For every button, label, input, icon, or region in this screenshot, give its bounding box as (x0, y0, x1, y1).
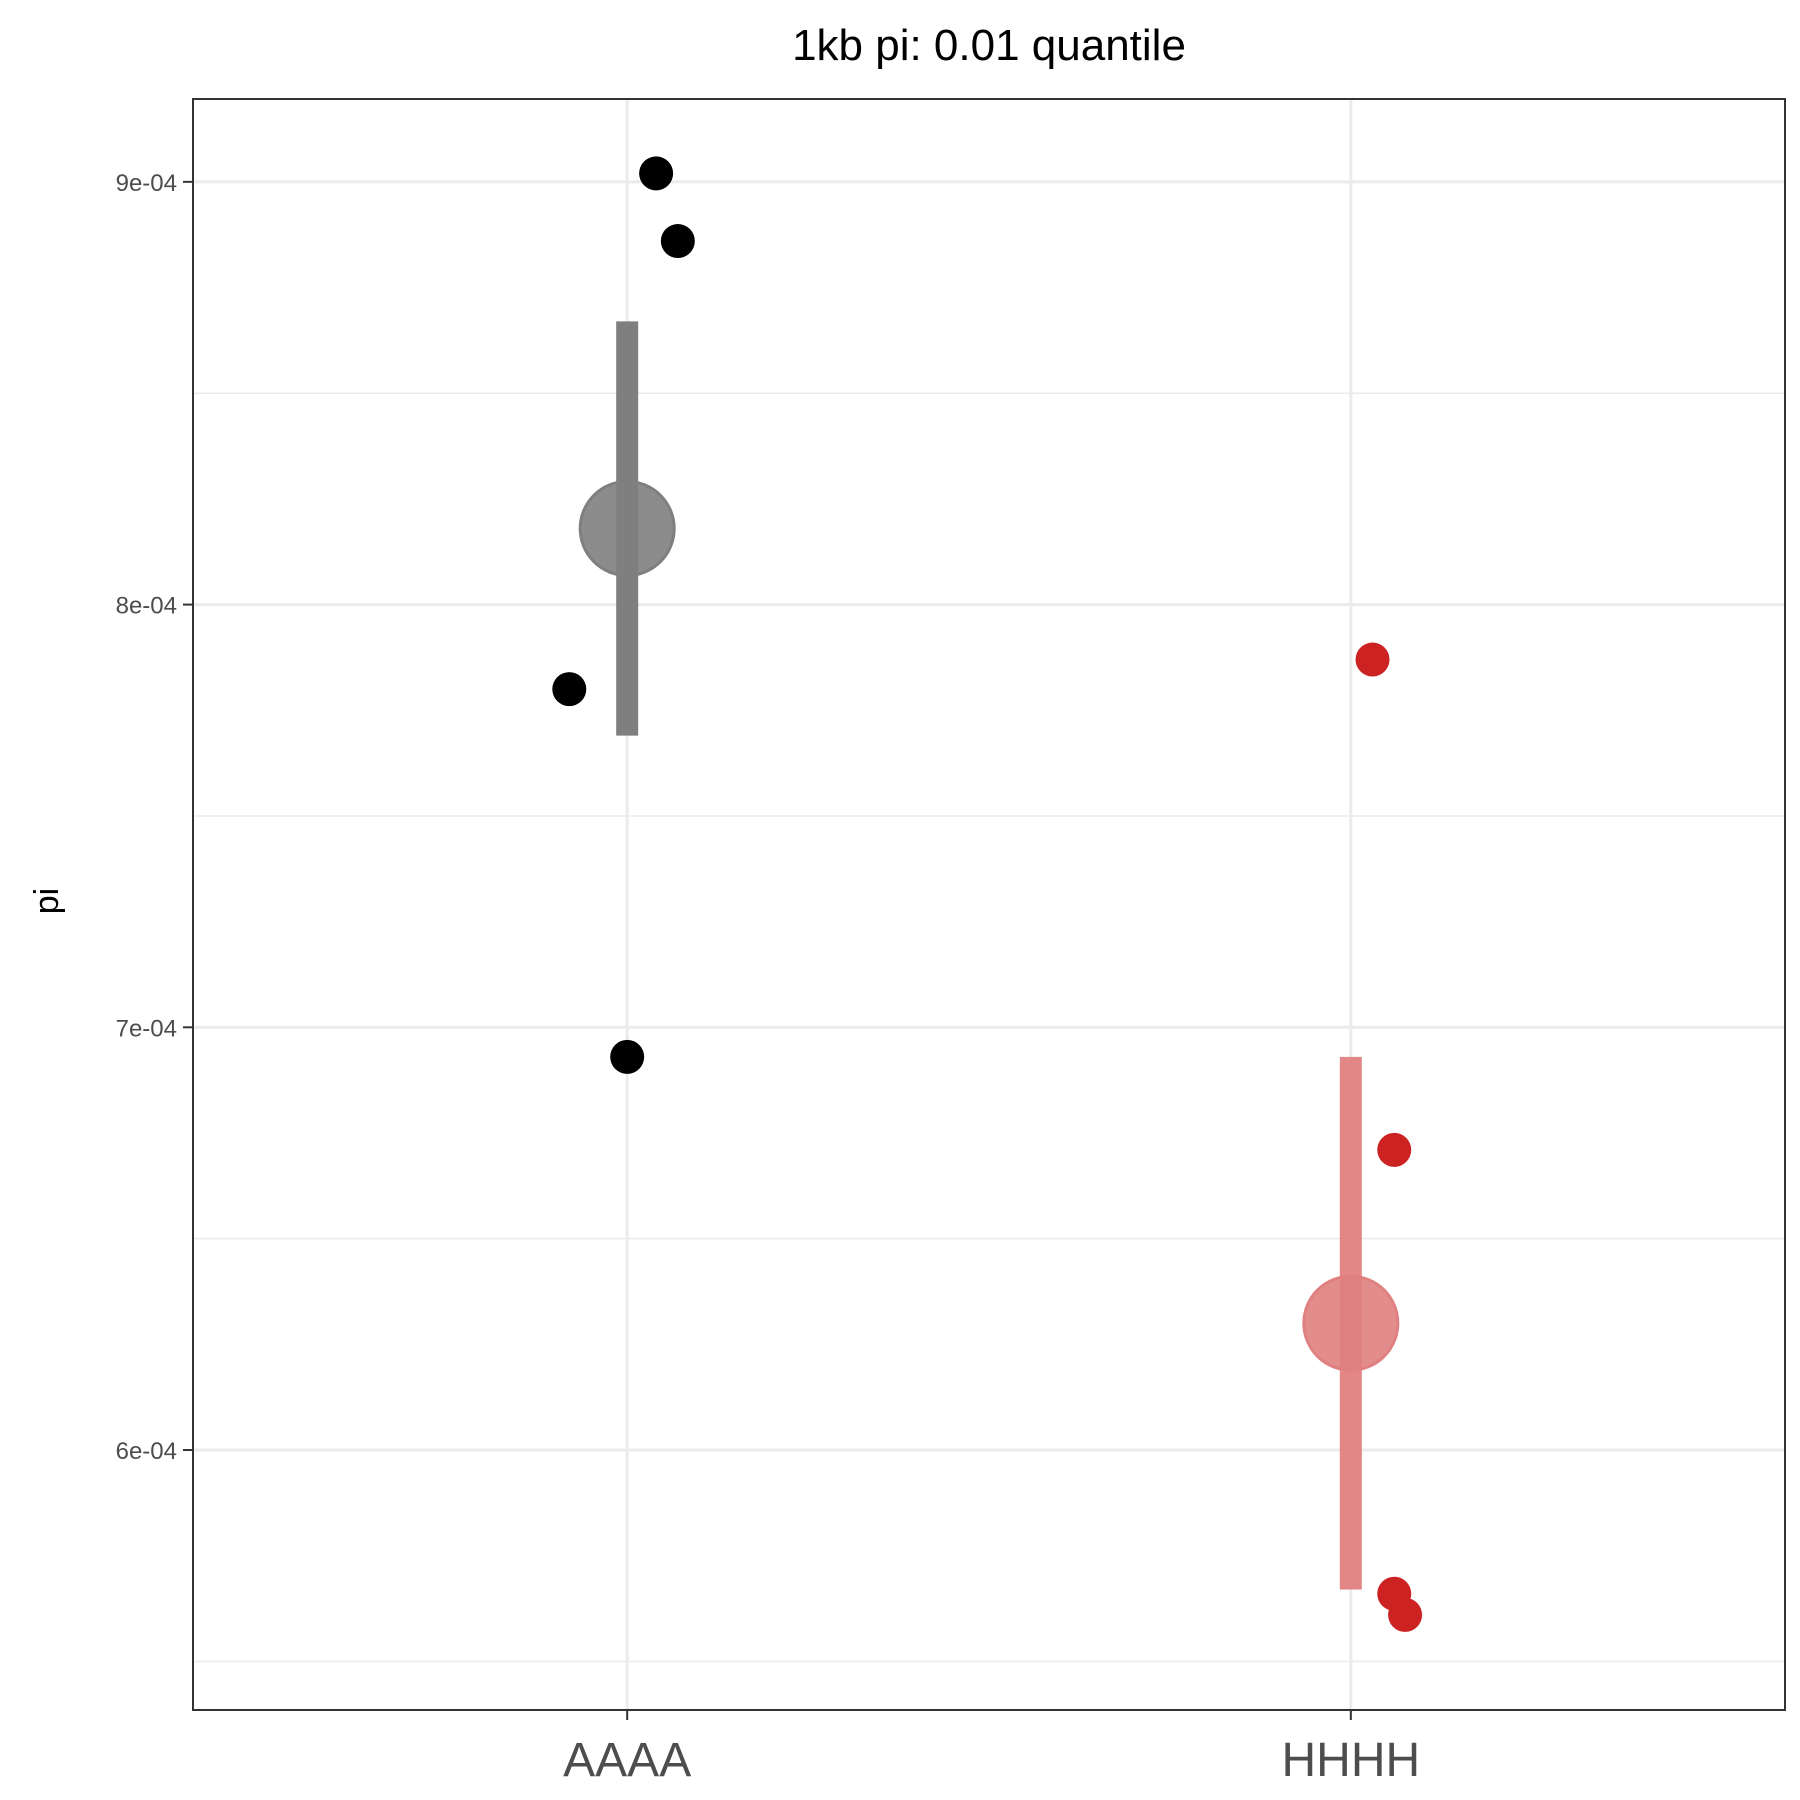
data-point-aaaa (552, 672, 587, 707)
y-axis-label: pi (28, 888, 66, 914)
plot-panel-border (192, 98, 1786, 1711)
chart-title: 1kb pi: 0.01 quantile (792, 21, 1186, 70)
data-point-hhhh (1355, 642, 1390, 677)
data-point-aaaa (610, 1039, 645, 1074)
y-tick-label: 8e-04 (116, 593, 177, 620)
y-tick-label: 6e-04 (116, 1438, 177, 1465)
data-point-aaaa (639, 156, 674, 191)
plot-area: 6e-04 7e-04 8e-04 9e-04 AAAA HHHH (116, 98, 1786, 1787)
y-tick-label: 7e-04 (116, 1015, 177, 1042)
x-tick-label: HHHH (1281, 1734, 1420, 1787)
mean-marker-aaaa (578, 479, 676, 577)
y-tick-label: 9e-04 (116, 170, 177, 197)
x-tick-label: AAAA (563, 1734, 691, 1787)
data-point-aaaa (660, 224, 695, 259)
data-point-hhhh (1377, 1132, 1412, 1167)
data-point-hhhh (1388, 1597, 1423, 1632)
mean-marker-hhhh (1302, 1274, 1400, 1372)
